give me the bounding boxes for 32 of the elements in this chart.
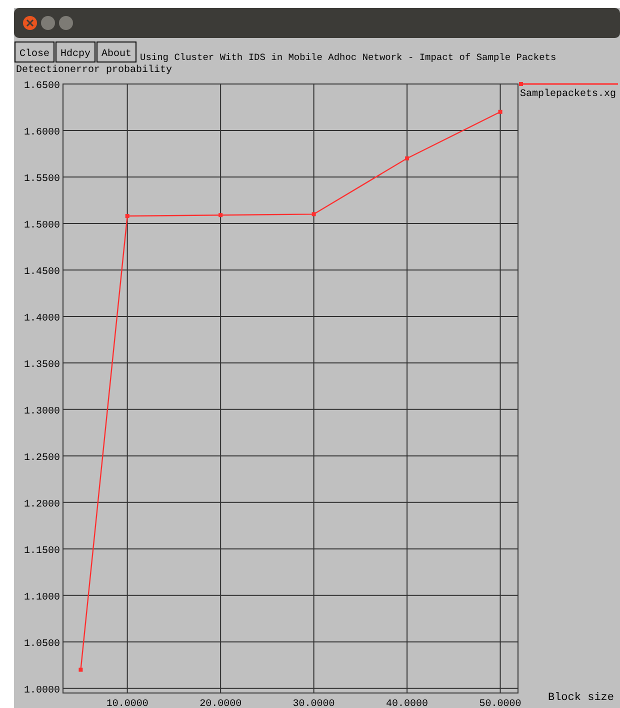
y-tick-label: 1.1000	[24, 592, 60, 604]
y-tick-label: 1.6000	[24, 127, 60, 138]
y-tick-label: 1.4500	[24, 266, 60, 278]
x-tick-label: 50.0000	[479, 699, 522, 708]
x-tick-label: 40.0000	[386, 699, 428, 708]
x-tick-label: 30.0000	[292, 699, 335, 708]
y-axis-title: Detectionerror probability	[16, 64, 172, 76]
point	[125, 214, 130, 218]
button[interactable]: Hdcpy	[56, 42, 96, 62]
x-tick-label: 10.0000	[106, 699, 148, 708]
y-tick-label: 1.5500	[24, 174, 60, 185]
point	[78, 668, 83, 672]
y-tick-label: 1.4000	[24, 313, 60, 324]
y-tick-label: 1.2500	[24, 452, 60, 464]
button[interactable]: Close	[14, 42, 54, 62]
point	[218, 213, 223, 218]
y-tick-label: 1.3000	[24, 406, 60, 418]
legend-label: Samplepackets.xg	[520, 88, 616, 100]
y-tick-label: 1.3500	[24, 360, 60, 371]
x-axis-title: Block size	[548, 692, 614, 704]
y-tick-label: 1.0500	[24, 638, 60, 650]
y-tick-label: 1.0000	[24, 685, 60, 696]
point	[312, 212, 316, 216]
y-tick-label: 1.2000	[24, 499, 60, 510]
button[interactable]: About	[96, 42, 136, 62]
point	[498, 110, 502, 114]
chart-title: Using Cluster With IDS in Mobile Adhoc Network - Impact of Sample Packets	[140, 52, 556, 63]
y-tick-label: 1.1500	[24, 546, 60, 557]
y-tick-label: 1.5000	[24, 220, 60, 232]
x-tick-label: 20.0000	[200, 699, 242, 708]
y-tick-label: 1.6500	[24, 81, 60, 92]
point	[405, 156, 410, 160]
